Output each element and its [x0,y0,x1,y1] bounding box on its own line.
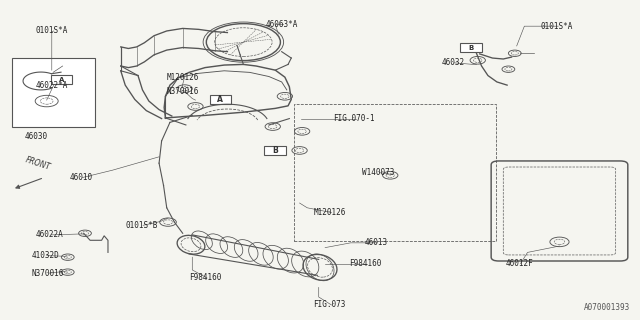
Text: W140073: W140073 [362,168,394,177]
FancyBboxPatch shape [264,146,286,155]
Text: 46030: 46030 [25,132,48,140]
Text: 46012F: 46012F [505,259,533,268]
FancyBboxPatch shape [461,43,482,52]
Text: 0101S*A: 0101S*A [36,27,68,36]
FancyBboxPatch shape [209,95,231,104]
Text: 46010: 46010 [70,173,93,182]
Text: B: B [273,146,278,155]
FancyBboxPatch shape [51,75,72,84]
Text: FIG.070-1: FIG.070-1 [333,114,374,123]
Text: M120126: M120126 [167,73,199,82]
Text: 46013: 46013 [365,238,388,247]
Text: M120126: M120126 [314,208,346,217]
Text: 0101S*B: 0101S*B [125,221,157,230]
Text: 46022A: 46022A [36,230,63,239]
Text: A: A [59,77,64,83]
Text: B: B [468,44,474,51]
Text: N370016: N370016 [167,87,199,96]
Text: F984160: F984160 [189,273,221,282]
Text: 46022*A: 46022*A [36,81,68,90]
Text: F984160: F984160 [349,259,381,268]
Text: FIG.073: FIG.073 [314,300,346,309]
Text: FRONT: FRONT [24,156,51,172]
Text: 41032D: 41032D [31,251,59,260]
Text: 0101S*A: 0101S*A [540,22,573,31]
Text: N370016: N370016 [31,268,64,278]
Text: A070001393: A070001393 [584,303,630,312]
Text: 46063*A: 46063*A [266,20,298,29]
Bar [12,58,95,126]
Bar [294,104,495,241]
Text: A: A [218,95,223,104]
Text: 46032: 46032 [442,58,465,67]
